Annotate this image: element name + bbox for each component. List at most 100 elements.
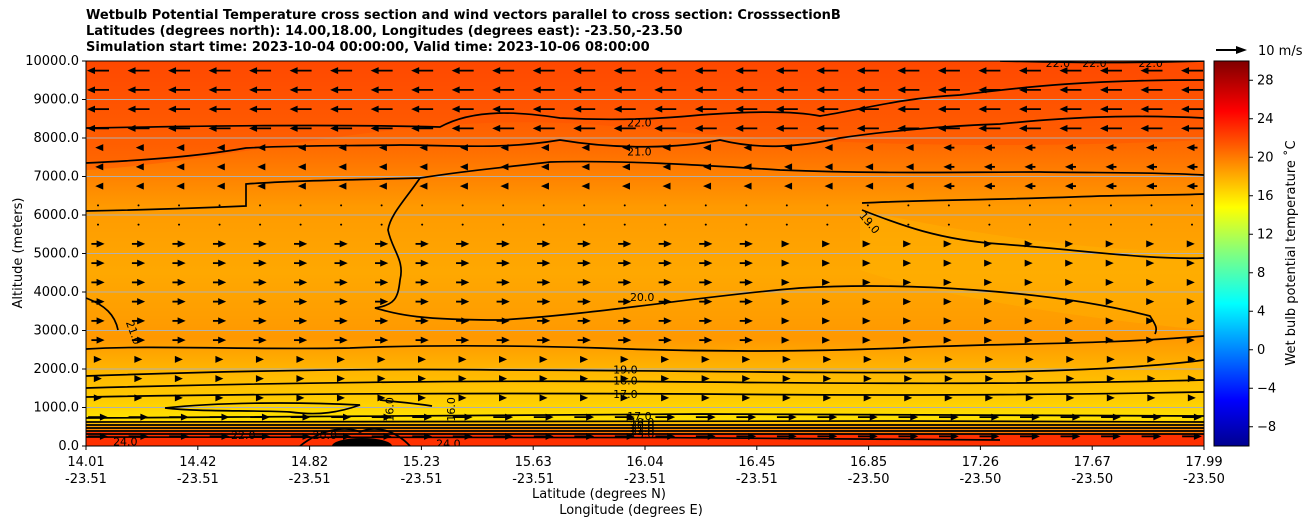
- wind-vector-head: [943, 182, 952, 190]
- wind-vector: [907, 204, 910, 207]
- wind-vector-head: [1099, 105, 1108, 113]
- wind-vector-head: [1018, 67, 1027, 75]
- wind-vector-head: [218, 278, 227, 286]
- wind-vector-head: [451, 105, 460, 113]
- wind-vector-head: [339, 317, 348, 325]
- wind-vector-head: [1186, 298, 1195, 306]
- wind-vector-head: [626, 432, 635, 440]
- wind-vector-head: [742, 375, 751, 383]
- wind-vector: [745, 204, 748, 207]
- wind-vector-head: [661, 375, 670, 383]
- wind-vector-head: [127, 124, 136, 132]
- contour-16-loop-line: [164, 402, 361, 415]
- wind-vector-head: [1105, 163, 1114, 171]
- wind-vector-head: [542, 240, 551, 248]
- wind-vector: [704, 204, 707, 207]
- x-tick-label-lon: -23.50: [1183, 472, 1225, 487]
- colorbar-tick-label: 0: [1257, 343, 1265, 358]
- wind-vector: [137, 223, 140, 226]
- wind-vector-head: [140, 432, 149, 440]
- wind-vector-head: [937, 86, 946, 94]
- contour-17-bottom-line: [86, 413, 1204, 419]
- wind-vector: [907, 223, 910, 226]
- wind-vector: [866, 204, 869, 207]
- wind-vector-head: [1181, 105, 1189, 113]
- wind-vector-head: [420, 259, 429, 267]
- colorbar-tick-label: 4: [1257, 304, 1265, 319]
- wind-vector-head: [1105, 278, 1114, 286]
- wind-vector-head: [744, 259, 753, 267]
- wind-vector-head: [1105, 298, 1114, 306]
- wind-vector-head: [1024, 317, 1033, 325]
- wind-vector-head: [822, 317, 831, 325]
- wind-vector-head: [775, 124, 784, 132]
- wind-vector-head: [869, 413, 878, 421]
- contour-label: 20.0: [630, 419, 655, 432]
- wind-vector-head: [654, 67, 663, 75]
- contour-19-upper-line: [861, 193, 1204, 204]
- wind-vector-head: [667, 413, 676, 421]
- wind-vector-head: [623, 259, 632, 267]
- wind-vector-head: [99, 432, 108, 440]
- wind-vector-head: [249, 86, 258, 94]
- wind-vector-head: [694, 105, 703, 113]
- wind-vector-head: [135, 144, 144, 152]
- wind-vector-head: [451, 67, 460, 75]
- wind-vector-head: [257, 163, 266, 171]
- contour-22-bottom-line: [86, 432, 1204, 435]
- wind-vector-head: [532, 67, 541, 75]
- wind-vector-head: [863, 375, 872, 383]
- wind-vector: [826, 223, 829, 226]
- wind-vector-head: [299, 336, 308, 344]
- wind-vector-head: [905, 144, 914, 152]
- wind-vector-head: [532, 105, 541, 113]
- wind-vector-head: [1193, 432, 1202, 440]
- wind-vector-head: [540, 163, 549, 171]
- wind-vector-head: [1018, 105, 1027, 113]
- wind-vector-head: [417, 375, 426, 383]
- wind-vector: [340, 223, 343, 226]
- wind-vector-head: [816, 105, 825, 113]
- wind-vector-head: [339, 278, 348, 286]
- wind-vector-head: [621, 182, 630, 190]
- wind-vector-head: [93, 375, 102, 383]
- wind-vector-head: [174, 375, 183, 383]
- wind-vector-head: [816, 86, 825, 94]
- wind-vector-head: [1140, 105, 1149, 113]
- contour-18-low-line: [86, 379, 1204, 389]
- wind-vector-head: [134, 375, 143, 383]
- y-tick-label: 6000.0: [34, 208, 80, 223]
- wind-vector-head: [1105, 317, 1114, 325]
- wind-vector-head: [338, 144, 347, 152]
- wind-vector: [97, 204, 99, 207]
- wind-vector-head: [816, 124, 825, 132]
- wind-vector-head: [505, 432, 514, 440]
- wind-vector-head: [1024, 163, 1033, 171]
- wind-vector-head: [743, 163, 752, 171]
- colorbar: [1213, 60, 1250, 447]
- wind-vector-head: [897, 105, 906, 113]
- wind-vector-head: [667, 432, 676, 440]
- wind-vector-head: [703, 182, 712, 190]
- wind-vector-head: [336, 355, 345, 363]
- wind-vector-head: [1187, 394, 1196, 402]
- wind-vector-head: [501, 298, 510, 306]
- wind-vector-head: [856, 105, 865, 113]
- plot-area: 22.021.019.020.021.019.018.017.017.016.0…: [86, 61, 1204, 451]
- wind-vector-head: [135, 182, 144, 190]
- contour-label: 24.0: [436, 438, 461, 451]
- wind-vector-head: [1064, 144, 1073, 152]
- wind-vector-head: [261, 432, 270, 440]
- colorbar-tick-label: −8: [1257, 420, 1276, 435]
- wind-vector-head: [168, 67, 177, 75]
- wind-vector-head: [464, 432, 473, 440]
- wind-vector-head: [492, 105, 501, 113]
- wind-vector-head: [663, 259, 672, 267]
- wind-vector-head: [289, 124, 298, 132]
- wind-vector-head: [573, 67, 582, 75]
- wind-vector-head: [1099, 124, 1108, 132]
- wind-vector-head: [903, 278, 912, 286]
- y-tick-label: 10000.0: [25, 54, 79, 69]
- wind-vector: [542, 223, 545, 226]
- wind-vector-head: [781, 259, 790, 267]
